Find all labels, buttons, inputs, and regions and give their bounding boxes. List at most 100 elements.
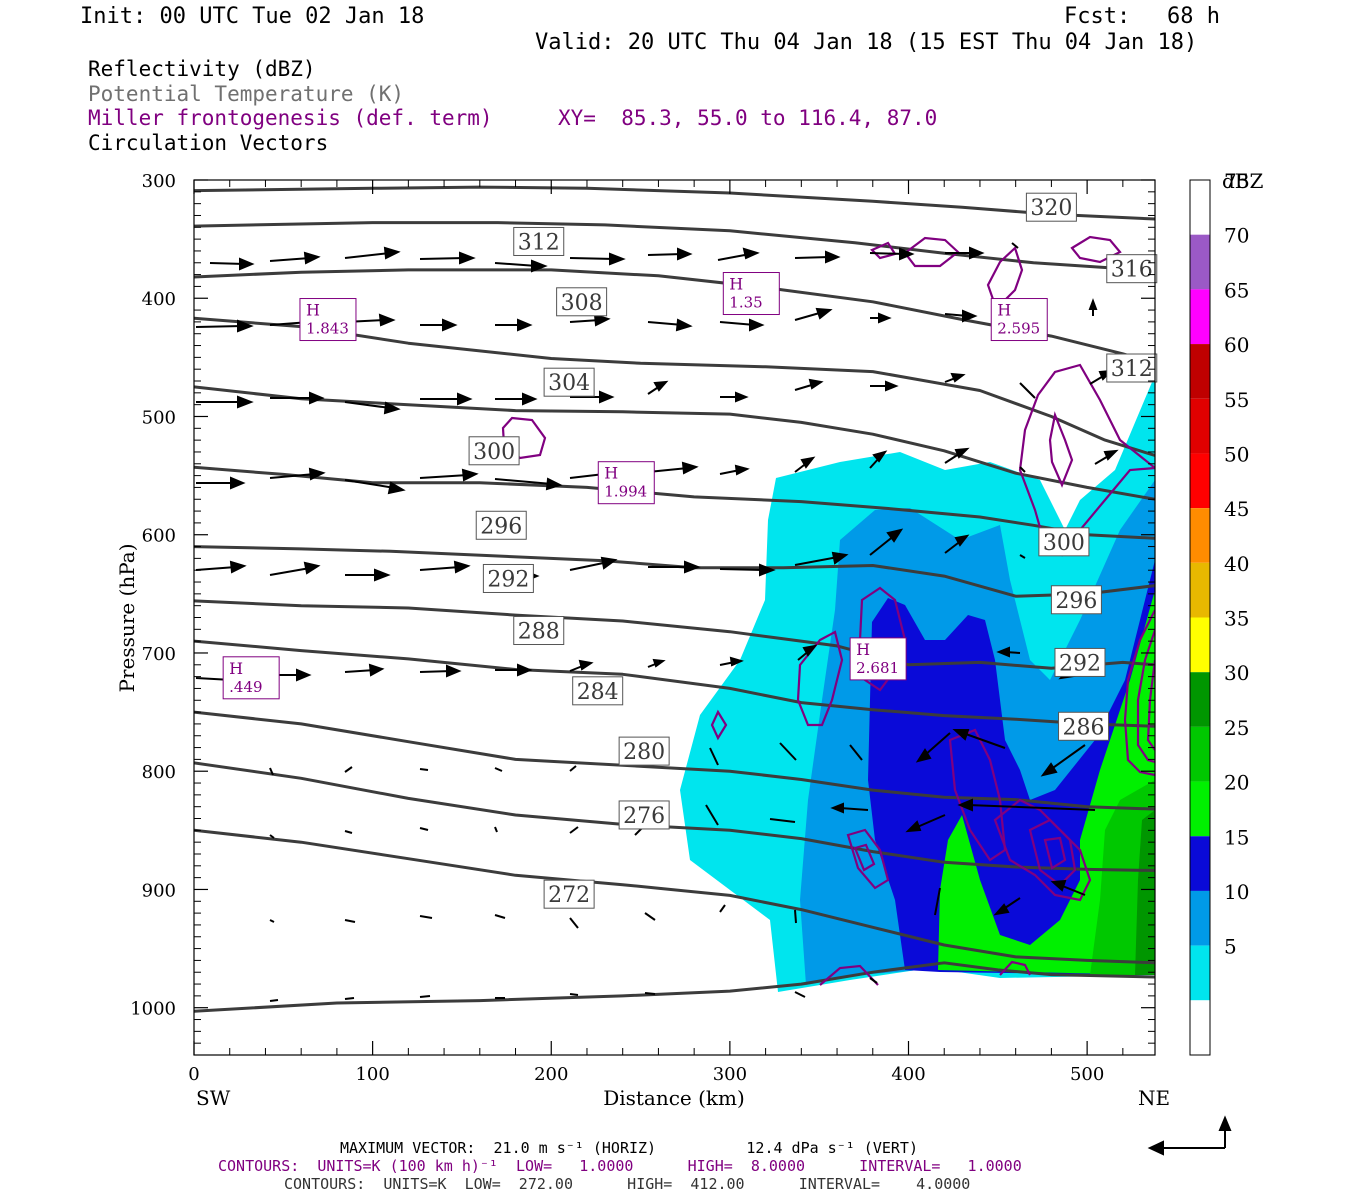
vector: [569, 556, 618, 571]
frontogenesis-contour: [796, 630, 844, 727]
theta-label-box: [543, 879, 595, 909]
theta-label-box: [1050, 585, 1102, 615]
theta-label: 320: [1030, 196, 1072, 221]
vector: [644, 912, 656, 921]
vector: [419, 468, 479, 482]
vector: [569, 252, 626, 266]
y-tick-label: 800: [142, 762, 176, 783]
vector: [719, 464, 750, 476]
theta-contour-note: CONTOURS: UNITS=K LOW= 272.00 HIGH= 412.…: [284, 1175, 971, 1193]
vector: [269, 767, 274, 776]
vector: [420, 392, 473, 406]
vector: [495, 663, 533, 677]
y-tick-label: 1000: [130, 999, 176, 1020]
colorbar-swatch: [1190, 234, 1210, 290]
colorbar-frame: [1189, 179, 1211, 1056]
vector: [209, 257, 255, 271]
vector: [196, 395, 254, 409]
theta-contour: [194, 961, 1155, 1013]
vector: [794, 250, 841, 264]
vector: [495, 392, 538, 406]
theta-label: 316: [1111, 258, 1153, 283]
colorbar-level: 50: [1224, 442, 1249, 466]
vector: [420, 318, 458, 332]
frontogenesis-high-value: 2.595: [997, 320, 1040, 338]
vector: [419, 664, 462, 678]
frontogenesis-high-box: [299, 298, 357, 342]
frontogenesis-contour: [846, 828, 890, 890]
frontogenesis-contour: [819, 964, 879, 986]
theta-label-box: [482, 563, 534, 593]
vector: [419, 827, 429, 831]
frontogenesis-high-marker: H: [997, 301, 1011, 320]
vector: [705, 804, 719, 826]
theta-label: 304: [548, 371, 590, 396]
ne-endpoint-label: NE: [1138, 1086, 1170, 1110]
theta-label-box: [1025, 192, 1077, 222]
colorbar-swatch: [1190, 508, 1210, 563]
frontogenesis-high-marker: H: [729, 275, 743, 294]
potential-temperature-labels: 320 316 312 312 308 304 300 300 296 296 292 292 288 2…: [468, 192, 1158, 909]
vector: [794, 551, 849, 566]
theta-label: 272: [548, 883, 590, 908]
vector: [905, 814, 946, 833]
vector: [569, 826, 579, 834]
theta-contour: [194, 639, 1155, 728]
colorbar-swatch: [1190, 836, 1210, 891]
vector: [794, 909, 797, 924]
frontogenesis-high-value: 1.843: [306, 320, 349, 338]
colorbar-swatch: [1190, 344, 1210, 399]
vector: [344, 766, 353, 773]
theta-label: 300: [1043, 531, 1085, 556]
vector: [952, 729, 1006, 749]
theta-label: 312: [518, 230, 560, 255]
vector: [494, 767, 503, 772]
reflectivity-20-dbz: [938, 590, 1155, 975]
vector: [1019, 382, 1036, 399]
vector: [269, 999, 279, 1002]
vector: [494, 477, 563, 491]
theta-label: 308: [561, 291, 603, 316]
theta-label-box: [513, 616, 565, 646]
theta-label: 312: [1111, 357, 1153, 382]
init-time: Init: 00 UTC Tue 02 Jan 18: [80, 4, 425, 29]
theta-label: 284: [577, 680, 619, 705]
colorbar-swatch: [1190, 726, 1210, 782]
vector: [944, 309, 978, 323]
y-axis-ticks: 300 400 500 600 700 800 900 1000: [130, 171, 1155, 1020]
vector: [779, 742, 797, 761]
theta-label-box: [618, 736, 670, 766]
colorbar-swatch: [1190, 617, 1210, 673]
theta-label-box: [543, 367, 595, 397]
sw-endpoint-label: SW: [196, 1086, 231, 1110]
vector: [719, 904, 726, 913]
frontogenesis-contour: [1136, 629, 1155, 764]
frontogenesis-high-value: 2.681: [856, 659, 899, 677]
theta-label-box: [468, 436, 520, 466]
frontogenesis-contour: [1043, 836, 1067, 870]
theta-label-box: [1038, 527, 1090, 557]
vector: [269, 834, 275, 839]
vector: [569, 659, 594, 672]
vector: [1019, 554, 1026, 559]
colorbar-swatch: [1190, 781, 1210, 837]
x-axis-ticks: 0 100 200 300 400 500: [188, 180, 1104, 1085]
theta-label: 300: [473, 440, 515, 465]
valid-time: Valid: 20 UTC Thu 04 Jan 18 (15 EST Thu …: [535, 30, 1198, 55]
theta-label: 280: [623, 740, 665, 765]
vector: [570, 390, 615, 404]
vector: [495, 318, 533, 332]
vector: [794, 378, 824, 391]
y-tick-label: 500: [142, 407, 176, 428]
legend-miller-frontogenesis: Miller frontogenesis (def. term): [88, 106, 493, 130]
vector: [345, 568, 391, 582]
frontogenesis-contour: [1018, 363, 1155, 557]
theta-contour: [194, 710, 1155, 811]
vector: [709, 747, 719, 766]
vector: [869, 247, 915, 261]
y-tick-label: 400: [142, 289, 176, 310]
vector: [944, 372, 966, 383]
frontogenesis-contour: [1048, 411, 1074, 488]
